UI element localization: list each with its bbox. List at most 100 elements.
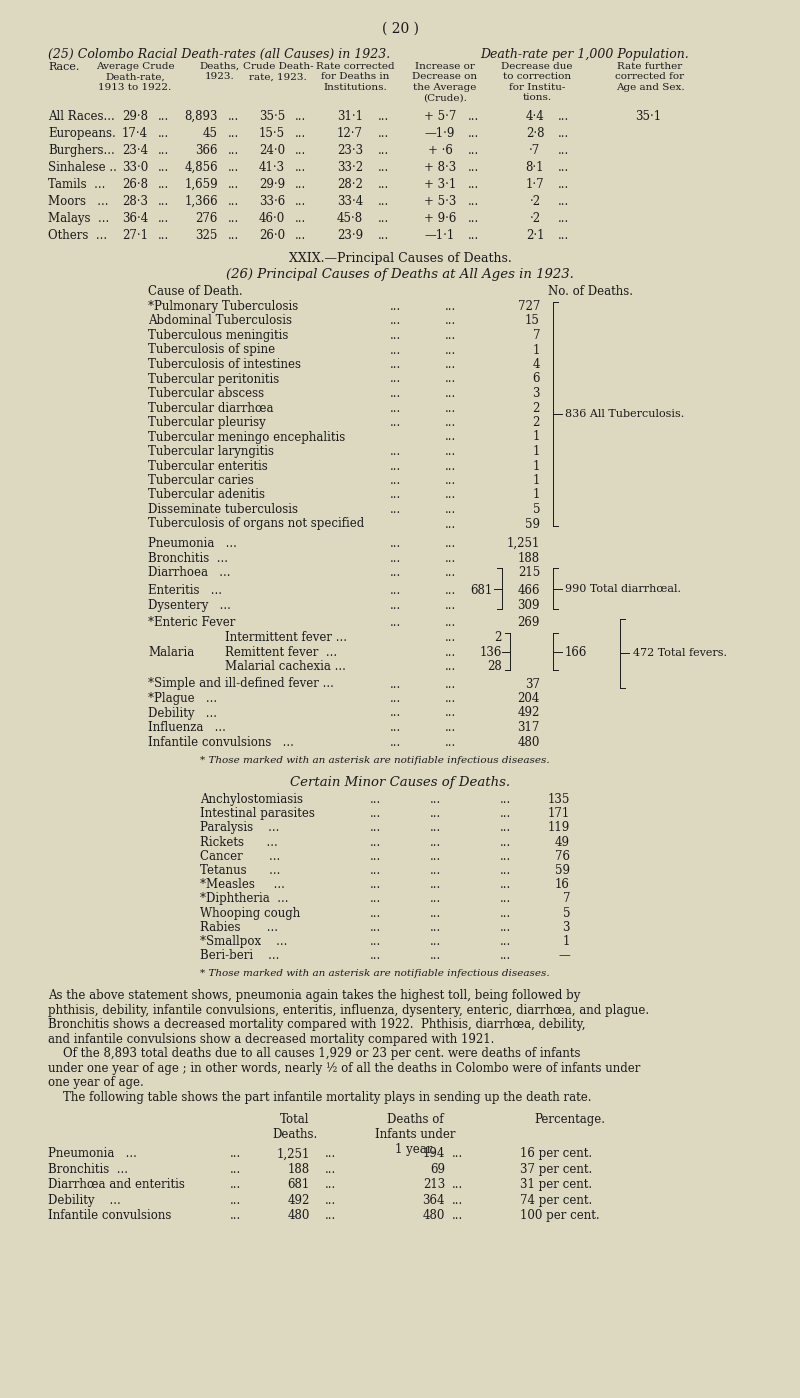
Text: Intestinal parasites: Intestinal parasites [200,807,315,821]
Text: ...: ... [390,584,402,597]
Text: ...: ... [558,178,570,192]
Text: ...: ... [325,1194,336,1206]
Text: ·7: ·7 [530,144,541,157]
Text: *Smallpox    ...: *Smallpox ... [200,935,287,948]
Text: ...: ... [325,1179,336,1191]
Text: 681: 681 [470,583,492,597]
Text: ...: ... [445,301,456,313]
Text: Tubercular diarrhœa: Tubercular diarrhœa [148,401,274,414]
Text: ...: ... [445,630,456,644]
Text: 7: 7 [533,329,540,343]
Text: Certain Minor Causes of Deaths.: Certain Minor Causes of Deaths. [290,776,510,788]
Text: 29·9: 29·9 [259,178,285,192]
Text: ...: ... [158,178,170,192]
Text: 1: 1 [562,935,570,948]
Text: ...: ... [378,127,390,140]
Text: ...: ... [500,864,511,877]
Text: ...: ... [430,921,442,934]
Text: Paralysis    ...: Paralysis ... [200,822,279,835]
Text: Deaths of
Infants under
1 year.: Deaths of Infants under 1 year. [374,1113,455,1156]
Text: 41·3: 41·3 [259,161,285,173]
Text: 136: 136 [480,646,502,658]
Text: ...: ... [430,892,442,906]
Text: ...: ... [370,850,382,863]
Text: 2·8: 2·8 [526,127,544,140]
Text: ...: ... [558,229,570,242]
Text: ...: ... [500,822,511,835]
Text: Race.: Race. [48,62,79,73]
Text: ...: ... [390,401,402,414]
Text: ...: ... [378,229,390,242]
Text: Tubercular meningo encephalitis: Tubercular meningo encephalitis [148,431,346,443]
Text: 135: 135 [548,793,570,807]
Text: ...: ... [370,921,382,934]
Text: ...: ... [445,566,456,579]
Text: ...: ... [390,617,402,629]
Text: ...: ... [445,706,456,720]
Text: one year of age.: one year of age. [48,1076,144,1089]
Text: Malarial cachexia ...: Malarial cachexia ... [225,660,346,672]
Text: ...: ... [378,212,390,225]
Text: 2: 2 [533,401,540,414]
Text: Tubercular laryngitis: Tubercular laryngitis [148,445,274,459]
Text: ...: ... [295,161,306,173]
Text: ...: ... [370,892,382,906]
Text: ...: ... [228,212,239,225]
Text: ...: ... [390,721,402,734]
Text: Others  ...: Others ... [48,229,107,242]
Text: ...: ... [370,935,382,948]
Text: ...: ... [445,503,456,516]
Text: Rate further
corrected for
Age and Sex.: Rate further corrected for Age and Sex. [615,62,685,92]
Text: ...: ... [325,1148,336,1160]
Text: XXIX.—Principal Causes of Deaths.: XXIX.—Principal Causes of Deaths. [289,252,511,266]
Text: ...: ... [390,735,402,748]
Text: ...: ... [295,144,306,157]
Text: Tamils  ...: Tamils ... [48,178,106,192]
Text: 37 per cent.: 37 per cent. [520,1163,592,1176]
Text: ...: ... [445,417,456,429]
Text: 35·5: 35·5 [259,110,285,123]
Text: ...: ... [445,721,456,734]
Text: 100 per cent.: 100 per cent. [520,1209,600,1222]
Text: Decrease due
to correction
for Institu-
tions.: Decrease due to correction for Institu- … [502,62,573,102]
Text: 31·1: 31·1 [337,110,363,123]
Text: 213: 213 [422,1179,445,1191]
Text: ...: ... [378,110,390,123]
Text: (26) Principal Causes of Deaths at All Ages in 1923.: (26) Principal Causes of Deaths at All A… [226,268,574,281]
Text: ...: ... [230,1179,242,1191]
Text: ...: ... [468,229,479,242]
Text: 26·0: 26·0 [259,229,285,242]
Text: and infantile convulsions show a decreased mortality compared with 1921.: and infantile convulsions show a decreas… [48,1033,494,1046]
Text: 37: 37 [525,678,540,691]
Text: ...: ... [500,949,511,962]
Text: ...: ... [390,445,402,459]
Text: ( 20 ): ( 20 ) [382,22,418,36]
Text: ·2: ·2 [530,194,541,208]
Text: ...: ... [158,110,170,123]
Text: 4·4: 4·4 [526,110,544,123]
Text: ...: ... [158,127,170,140]
Text: Sinhalese ..: Sinhalese .. [48,161,117,173]
Text: 5: 5 [533,503,540,516]
Text: ...: ... [158,212,170,225]
Text: 1,251: 1,251 [277,1148,310,1160]
Text: 5: 5 [562,906,570,920]
Text: Debility    ...: Debility ... [48,1194,121,1206]
Text: ...: ... [295,110,306,123]
Text: ...: ... [390,315,402,327]
Text: Influenza   ...: Influenza ... [148,721,226,734]
Text: Pneumonia   ...: Pneumonia ... [48,1148,137,1160]
Text: *Pulmonary Tuberculosis: *Pulmonary Tuberculosis [148,301,298,313]
Text: * Those marked with an asterisk are notifiable infectious diseases.: * Those marked with an asterisk are noti… [200,756,550,765]
Text: ...: ... [445,329,456,343]
Text: under one year of age ; in other words, nearly ½ of all the deaths in Colombo we: under one year of age ; in other words, … [48,1062,640,1075]
Text: 480: 480 [518,735,540,748]
Text: ...: ... [452,1194,463,1206]
Text: ...: ... [452,1209,463,1222]
Text: ...: ... [390,551,402,565]
Text: Pneumonia   ...: Pneumonia ... [148,537,237,549]
Text: Dysentery   ...: Dysentery ... [148,598,231,612]
Text: Tuberculosis of organs not specified: Tuberculosis of organs not specified [148,517,364,530]
Text: ...: ... [452,1148,463,1160]
Text: Rabies       ...: Rabies ... [200,921,278,934]
